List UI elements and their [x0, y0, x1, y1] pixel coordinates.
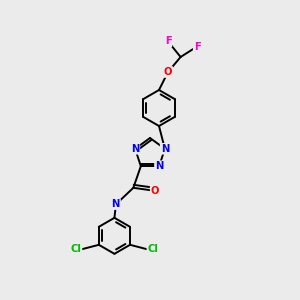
Text: N: N [111, 199, 120, 209]
Text: N: N [155, 161, 164, 171]
Text: O: O [151, 186, 159, 196]
Text: F: F [165, 36, 171, 46]
Text: O: O [164, 67, 172, 77]
Text: N: N [160, 144, 169, 154]
Text: N: N [131, 144, 140, 154]
Text: Cl: Cl [70, 244, 82, 254]
Text: Cl: Cl [147, 244, 158, 254]
Text: F: F [194, 41, 200, 52]
Text: H: H [112, 200, 120, 209]
